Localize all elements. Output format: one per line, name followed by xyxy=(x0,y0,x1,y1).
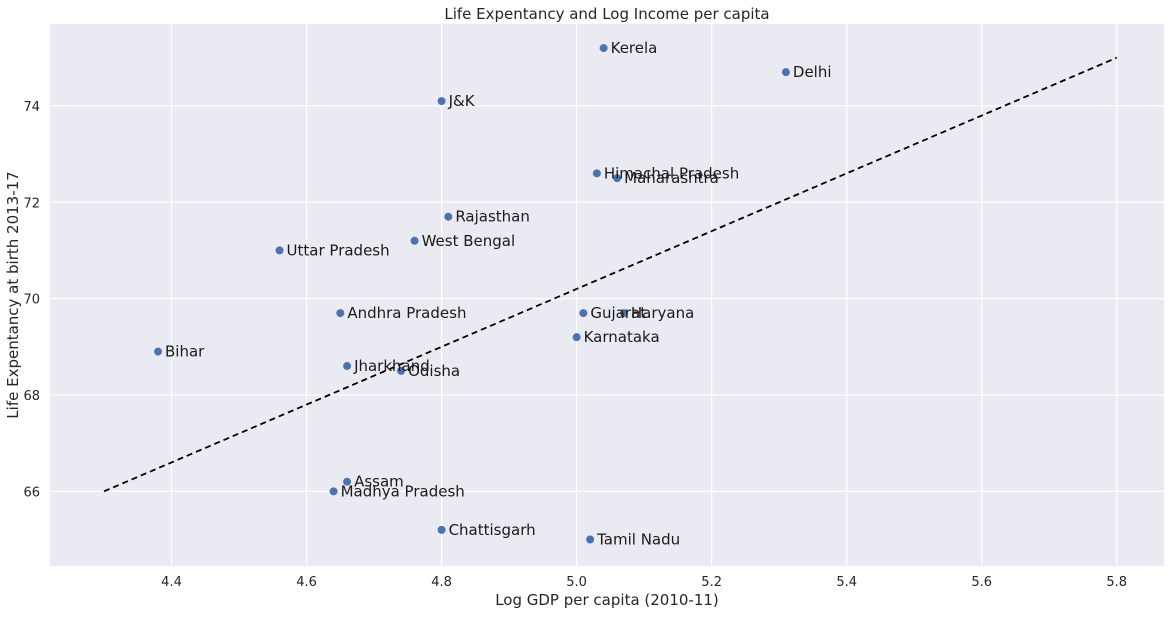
data-point xyxy=(437,525,446,534)
y-tick-label: 72 xyxy=(23,196,40,211)
point-label: Madhya Pradesh xyxy=(341,482,465,500)
x-tick-label: 5.4 xyxy=(836,575,857,590)
trend-line-layer xyxy=(103,56,1118,493)
x-tick-label: 5.8 xyxy=(1106,575,1127,590)
data-point xyxy=(592,169,601,178)
point-label: Assam xyxy=(354,473,404,491)
data-point xyxy=(781,68,790,77)
data-point xyxy=(437,97,446,106)
point-label: Bihar xyxy=(165,343,205,361)
point-label: Tamil Nadu xyxy=(596,531,680,549)
data-point xyxy=(619,309,628,318)
data-point xyxy=(410,236,419,245)
chart-title: Life Expentancy and Log Income per capit… xyxy=(444,5,769,23)
data-point xyxy=(336,309,345,318)
data-point xyxy=(613,174,622,183)
y-tick-labels: 66 68 70 72 74 xyxy=(23,100,40,500)
data-point xyxy=(154,347,163,356)
data-point xyxy=(572,333,581,342)
data-point xyxy=(586,535,595,544)
data-point xyxy=(397,366,406,375)
point-label: West Bengal xyxy=(422,232,516,250)
point-label: Kerela xyxy=(611,39,658,57)
data-point xyxy=(343,362,352,371)
y-axis-label: Life Expentancy at birth 2013-17 xyxy=(4,171,22,418)
point-labels-layer: Kerela Delhi J&K Himachal PradeshMaharashtr… xyxy=(165,39,832,548)
plot-background xyxy=(50,24,1164,566)
data-points-layer xyxy=(154,44,790,544)
y-tick-label: 68 xyxy=(23,389,40,404)
point-label: Odisha xyxy=(408,362,460,380)
point-label: Haryana xyxy=(631,304,694,322)
point-label: Jharkhand xyxy=(353,357,430,375)
data-point xyxy=(329,487,338,496)
y-tick-label: 74 xyxy=(23,100,40,115)
point-label: Karnataka xyxy=(584,328,660,346)
y-gridlines xyxy=(50,105,1164,492)
x-tick-label: 4.4 xyxy=(161,575,182,590)
data-point xyxy=(275,246,284,255)
trend-line xyxy=(103,56,1118,493)
x-tick-labels: 4.4 4.6 4.8 5.0 5.2 5.4 5.6 5.8 xyxy=(161,575,1127,590)
point-label: Himachal Pradesh xyxy=(604,164,739,182)
data-point xyxy=(343,477,352,486)
point-label: Gujarat xyxy=(590,304,646,322)
point-label: Maharashtra xyxy=(624,169,719,187)
data-point xyxy=(579,309,588,318)
x-tick-label: 5.0 xyxy=(566,575,587,590)
x-tick-label: 4.6 xyxy=(296,575,317,590)
y-tick-label: 66 xyxy=(23,485,40,500)
y-tick-label: 70 xyxy=(23,293,40,308)
point-label: Rajasthan xyxy=(455,208,530,226)
point-label: Delhi xyxy=(793,63,832,81)
x-axis-label: Log GDP per capita (2010-11) xyxy=(495,591,719,609)
point-label: J&K xyxy=(448,92,476,110)
data-point xyxy=(444,212,453,221)
x-tick-label: 4.8 xyxy=(431,575,452,590)
x-tick-label: 5.6 xyxy=(971,575,992,590)
point-label: Andhra Pradesh xyxy=(347,304,466,322)
point-label: Chattisgarh xyxy=(449,521,536,539)
data-point xyxy=(599,44,608,53)
x-gridlines xyxy=(170,24,1118,566)
x-tick-label: 5.2 xyxy=(701,575,722,590)
point-label: Uttar Pradesh xyxy=(287,241,390,259)
